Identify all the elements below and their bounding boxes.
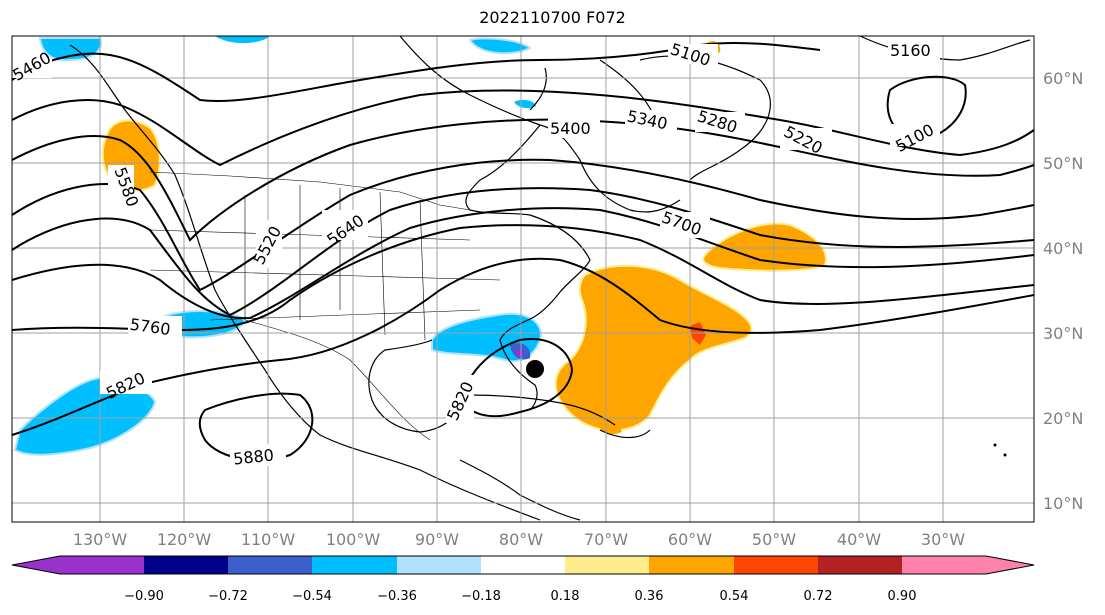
colorbar-tick-label: −0.36 [377,589,417,604]
contour-labels: 5460 5100 5160 5100 5220 5280 5340 5400 … [8,39,940,469]
longitude-label: 70°W [584,530,628,549]
latitude-label: 40°N [1043,239,1083,258]
longitude-label: 40°W [837,530,881,549]
colorbar-tick-label: 0.54 [720,589,749,604]
latitude-axis: 60°N 50°N 40°N 30°N 20°N 10°N [1043,69,1083,513]
longitude-axis: 130°W 120°W 110°W 100°W 90°W 80°W 70°W 6… [73,530,965,549]
colorbar-segment [818,556,902,574]
longitude-label: 100°W [326,530,381,549]
latitude-label: 60°N [1043,69,1083,88]
colorbar-segment [397,556,481,574]
colorbar-segment [902,556,986,574]
latitude-label: 30°N [1043,324,1083,343]
longitude-label: 80°W [499,530,543,549]
longitude-label: 50°W [752,530,796,549]
map-background [12,36,1034,522]
longitude-label: 30°W [921,530,965,549]
latitude-label: 50°N [1043,154,1083,173]
contour-label: 5880 [232,445,274,468]
longitude-label: 90°W [415,530,459,549]
colorbar-segment [144,556,228,574]
latitude-label: 20°N [1043,409,1083,428]
colorbar-segment [60,556,144,574]
longitude-label: 110°W [241,530,296,549]
colorbar-tick-label: 0.18 [551,589,580,604]
coastlines [69,35,1031,521]
map-title: 2022110700 F072 [479,8,626,27]
latitude-label: 10°N [1043,494,1083,513]
colorbar-tick-label: −0.72 [208,589,248,604]
colorbar-segment [312,556,397,574]
storm-center-dot [526,360,544,378]
colorbar-segment [734,556,818,574]
contour-label: 5400 [550,119,591,138]
map-frame [11,35,1035,523]
colorbar-tick-label: −0.90 [124,589,164,604]
colorbar-extend-low [12,556,60,574]
colorbar-extend-high [986,556,1034,574]
colorbar-tick-label: −0.54 [292,589,332,604]
colorbar-segment [228,556,312,574]
colorbar-tick-label: 0.72 [804,589,833,604]
longitude-label: 120°W [157,530,212,549]
colorbar-tick-label: 0.90 [888,589,917,604]
colorbar-tick-label: 0.36 [635,589,664,604]
longitude-label: 60°W [668,530,712,549]
longitude-label: 130°W [73,530,128,549]
colorbar: −0.90 −0.72 −0.54 −0.36 −0.18 0.18 0.36 … [11,555,1035,604]
colorbar-segment [481,556,565,574]
contour-label: 5160 [890,41,931,60]
colorbar-segment [649,556,734,574]
colorbar-tick-label: −0.18 [461,589,501,604]
colorbar-segment [565,556,649,574]
